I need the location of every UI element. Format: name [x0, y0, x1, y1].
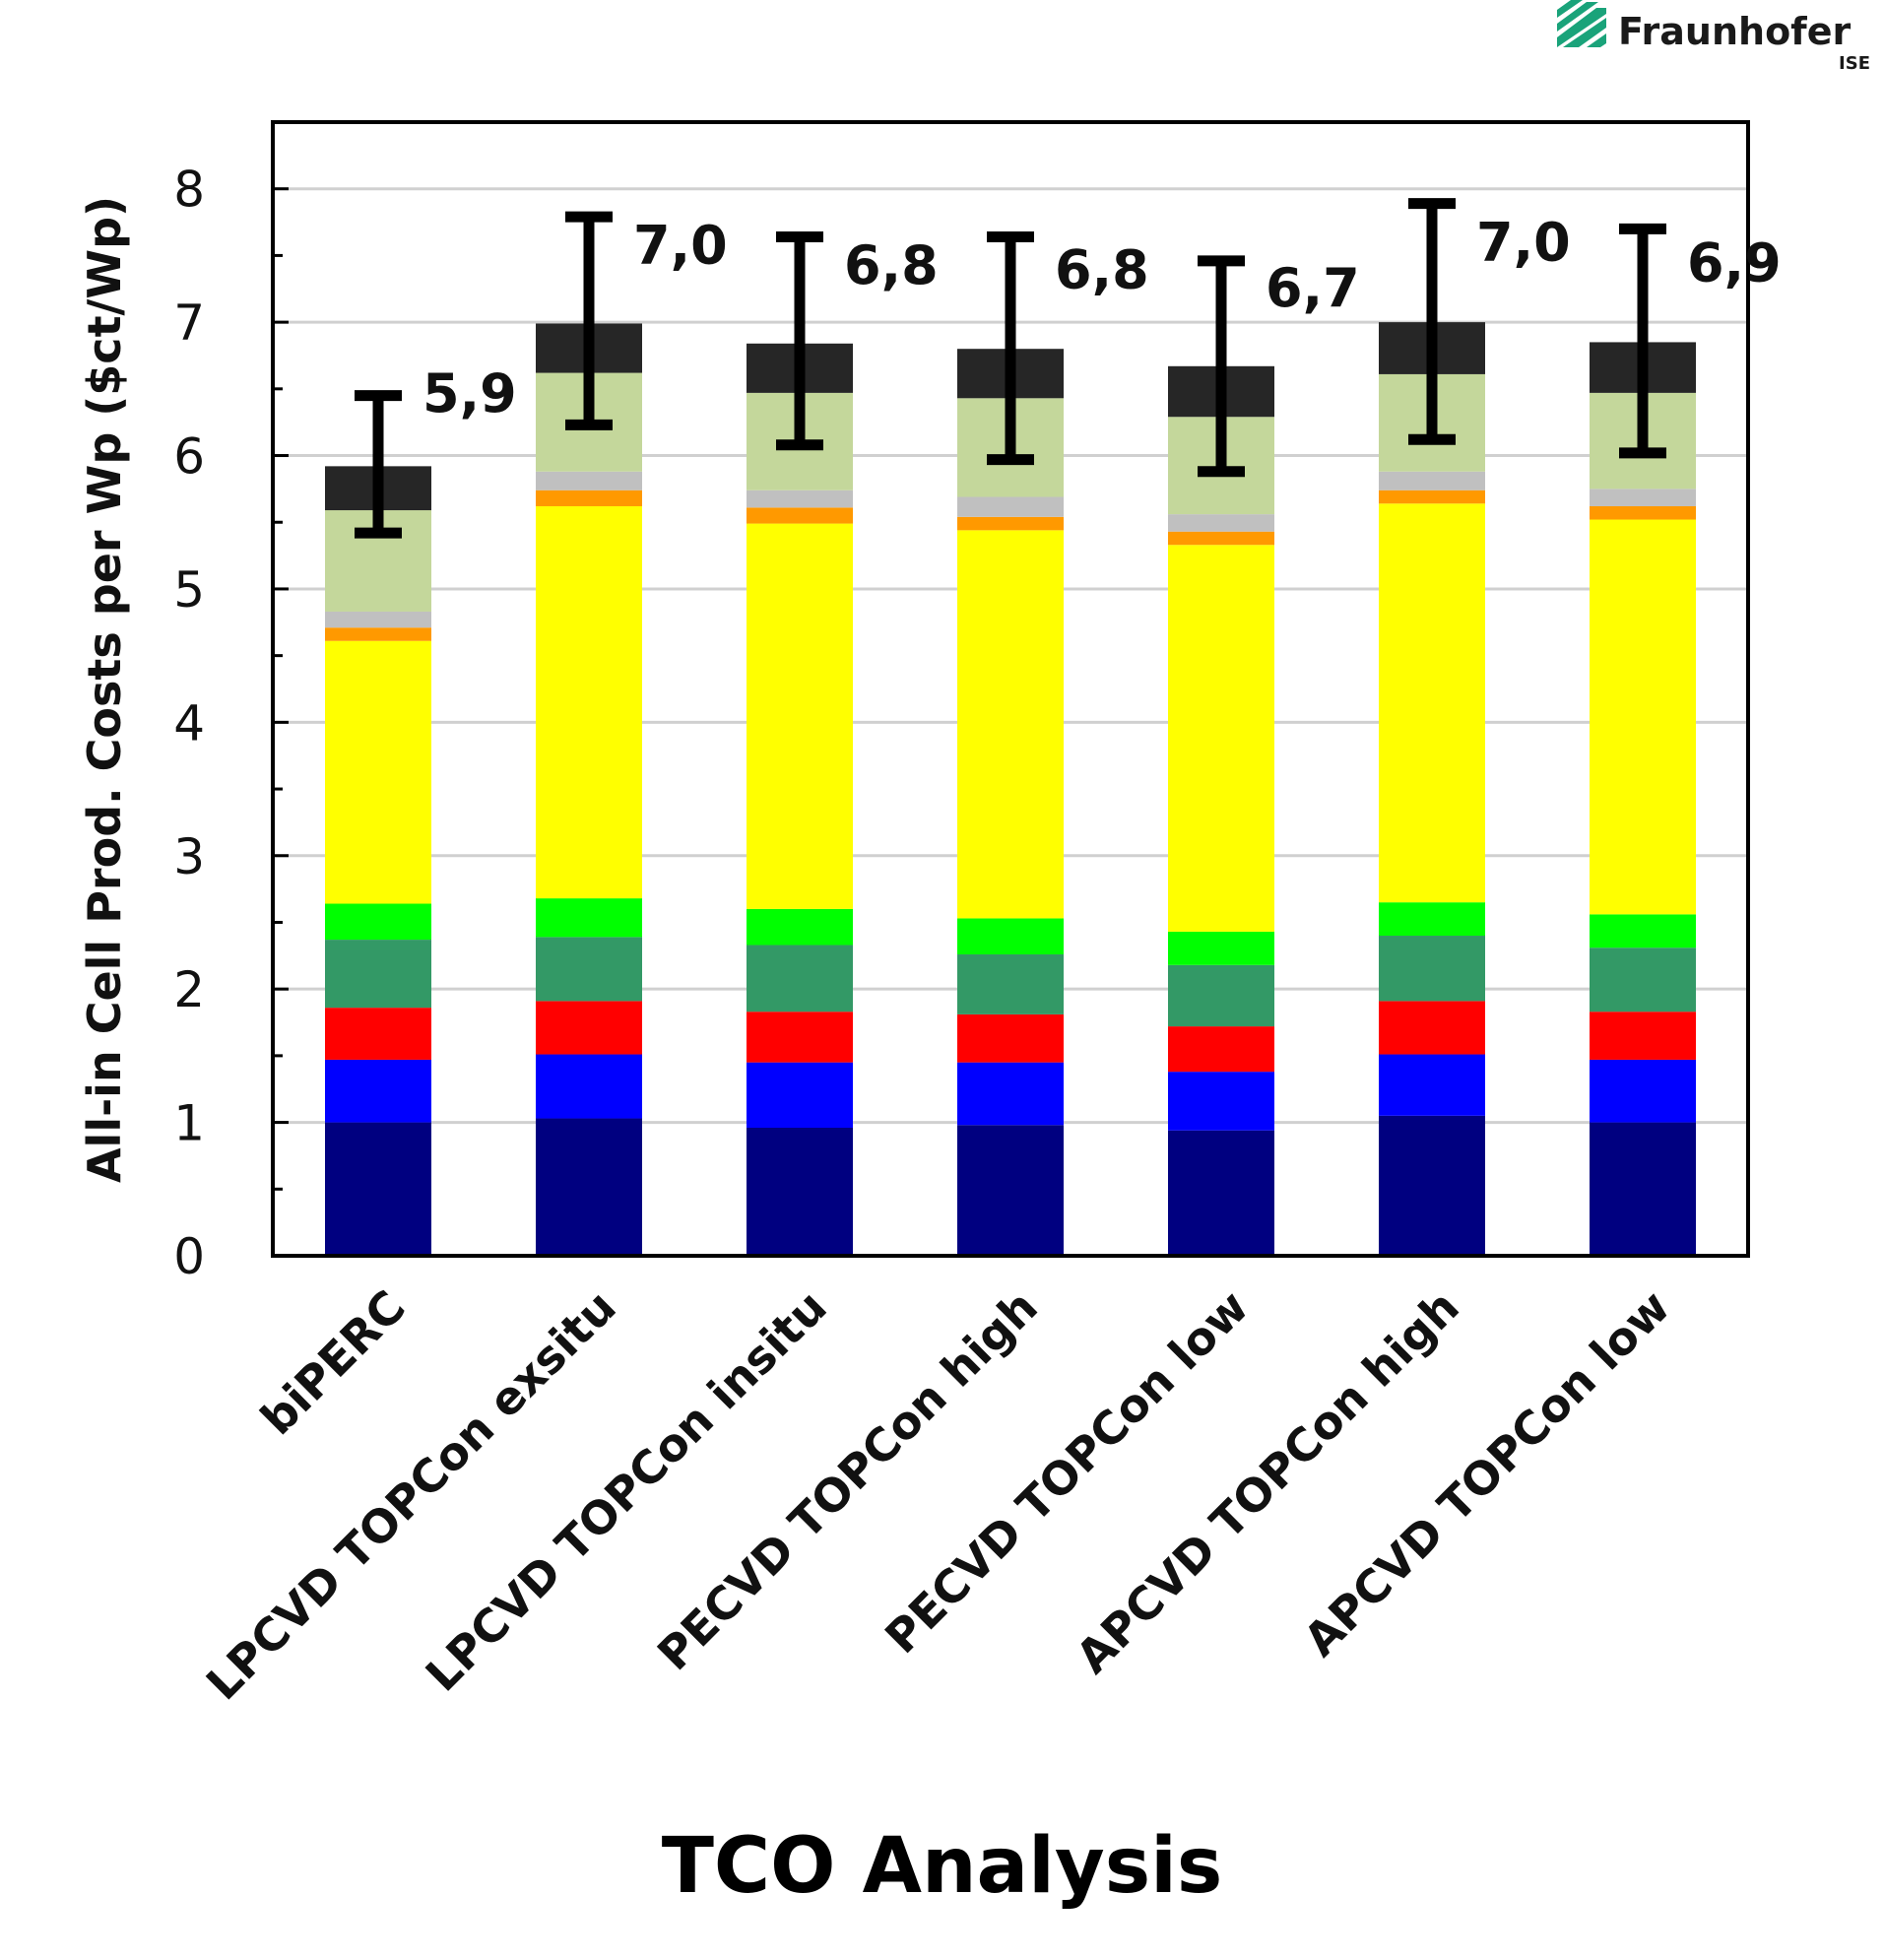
bar-segment — [325, 627, 431, 641]
data-labels: 5,9 7,0 6,8 6,8 6,7 7,0 6,9 — [422, 211, 1782, 424]
bar-segment — [536, 471, 642, 490]
bar-segment — [325, 611, 431, 628]
bar-segment — [957, 918, 1064, 954]
x-category-label: APCVD TOPCon high — [1066, 1280, 1469, 1684]
bar-segment — [1590, 505, 1696, 520]
y-tick-label: 7 — [173, 294, 205, 352]
bar-segment — [325, 1059, 431, 1123]
bar-segment — [1168, 964, 1274, 1027]
bar-segment — [747, 523, 853, 909]
bar-segment — [957, 1062, 1064, 1126]
y-tick-label: 4 — [173, 694, 205, 751]
data-label: 6,7 — [1266, 257, 1360, 319]
bar-segment — [1590, 1012, 1696, 1060]
y-tick-label: 2 — [173, 961, 205, 1018]
bar-segment — [1379, 503, 1485, 903]
fraunhofer-logo: Fraunhofer ISE — [1557, 0, 1872, 79]
y-tick-label: 1 — [173, 1095, 205, 1152]
bar-segment — [1379, 1001, 1485, 1055]
logo-name: Fraunhofer — [1618, 10, 1852, 53]
bar-segment — [1590, 519, 1696, 915]
bar-segment — [1379, 471, 1485, 490]
bar-segment — [957, 530, 1064, 919]
y-axis-ticks: 0 1 2 3 4 5 6 7 8 — [173, 162, 289, 1285]
error-bars — [355, 198, 1666, 539]
bar-segment — [1590, 1059, 1696, 1123]
bar-segment — [536, 937, 642, 1002]
bar-segment — [325, 1122, 431, 1256]
stacked-bar-chart: 0 1 2 3 4 5 6 7 8 5,9 7,0 6,8 6,8 6,7 7,0 6,9 biPERCLP… — [78, 120, 1782, 1711]
bar-segment — [536, 1054, 642, 1119]
bar-segment — [957, 1013, 1064, 1063]
x-category-label: biPERC — [250, 1280, 416, 1446]
bar-segment — [1379, 1115, 1485, 1256]
bar-segment — [957, 1125, 1064, 1256]
bar-segment — [957, 496, 1064, 517]
y-axis-title: All-in Cell Prod. Costs per Wp ($ct/Wp) — [78, 196, 131, 1183]
bar-segment — [747, 1128, 853, 1256]
y-tick-label: 5 — [173, 561, 205, 619]
y-tick-label: 8 — [173, 162, 205, 219]
bar-segment — [536, 1001, 642, 1055]
bar-segment — [1590, 489, 1696, 506]
bar-segment — [325, 940, 431, 1009]
bar-segment — [1168, 1072, 1274, 1131]
data-label: 6,8 — [1055, 238, 1149, 300]
data-label: 6,9 — [1687, 231, 1782, 294]
fraunhofer-logo-mark-icon — [1557, 0, 1606, 47]
bar-segment — [1168, 514, 1274, 532]
bar-segment — [1168, 531, 1274, 546]
data-label: 7,0 — [1476, 211, 1571, 273]
bar-segment — [1379, 490, 1485, 504]
bar-segment — [747, 490, 853, 508]
bar-segment — [536, 1118, 642, 1256]
bar-segment — [1379, 902, 1485, 937]
bar-segment — [957, 953, 1064, 1014]
bar-segment — [325, 1008, 431, 1060]
data-label: 5,9 — [422, 362, 517, 425]
data-label: 7,0 — [633, 214, 728, 276]
bar-segment — [1379, 1054, 1485, 1116]
bar-segment — [536, 490, 642, 506]
bar-segment — [325, 903, 431, 941]
bar-segment — [747, 945, 853, 1013]
bar-segment — [747, 1062, 853, 1129]
bar-segment — [1590, 947, 1696, 1013]
bar-segment — [1379, 936, 1485, 1002]
bar-segment — [1168, 545, 1274, 932]
bar-segment — [957, 516, 1064, 531]
bar-segment — [1590, 914, 1696, 948]
bar-segment — [1168, 1130, 1274, 1256]
plot-frame — [271, 120, 1750, 1258]
bar-segment — [747, 908, 853, 946]
x-category-label: PECVD TOPCon high — [647, 1280, 1048, 1681]
bar-segment — [325, 640, 431, 904]
y-tick-label: 3 — [173, 828, 205, 885]
x-category-label: APCVD TOPCon low — [1293, 1280, 1679, 1666]
y-tick-label: 6 — [173, 428, 205, 486]
caption-title: TCO Analysis — [661, 1822, 1223, 1911]
bar-segment — [747, 507, 853, 524]
bar-segment — [1590, 1122, 1696, 1256]
bars — [325, 322, 1696, 1256]
bar-segment — [536, 505, 642, 899]
logo-sub: ISE — [1839, 53, 1870, 74]
x-category-label: LPCVD TOPCon insitu — [416, 1280, 837, 1702]
bar-segment — [1168, 1026, 1274, 1073]
data-label: 6,8 — [844, 234, 939, 296]
bar-segment — [536, 898, 642, 938]
bar-segment — [747, 1012, 853, 1063]
x-category-label: LPCVD TOPCon exsitu — [196, 1280, 626, 1711]
x-category-label: PECVD TOPCon low — [875, 1280, 1259, 1665]
y-tick-label: 0 — [173, 1228, 205, 1285]
bar-segment — [1168, 931, 1274, 965]
